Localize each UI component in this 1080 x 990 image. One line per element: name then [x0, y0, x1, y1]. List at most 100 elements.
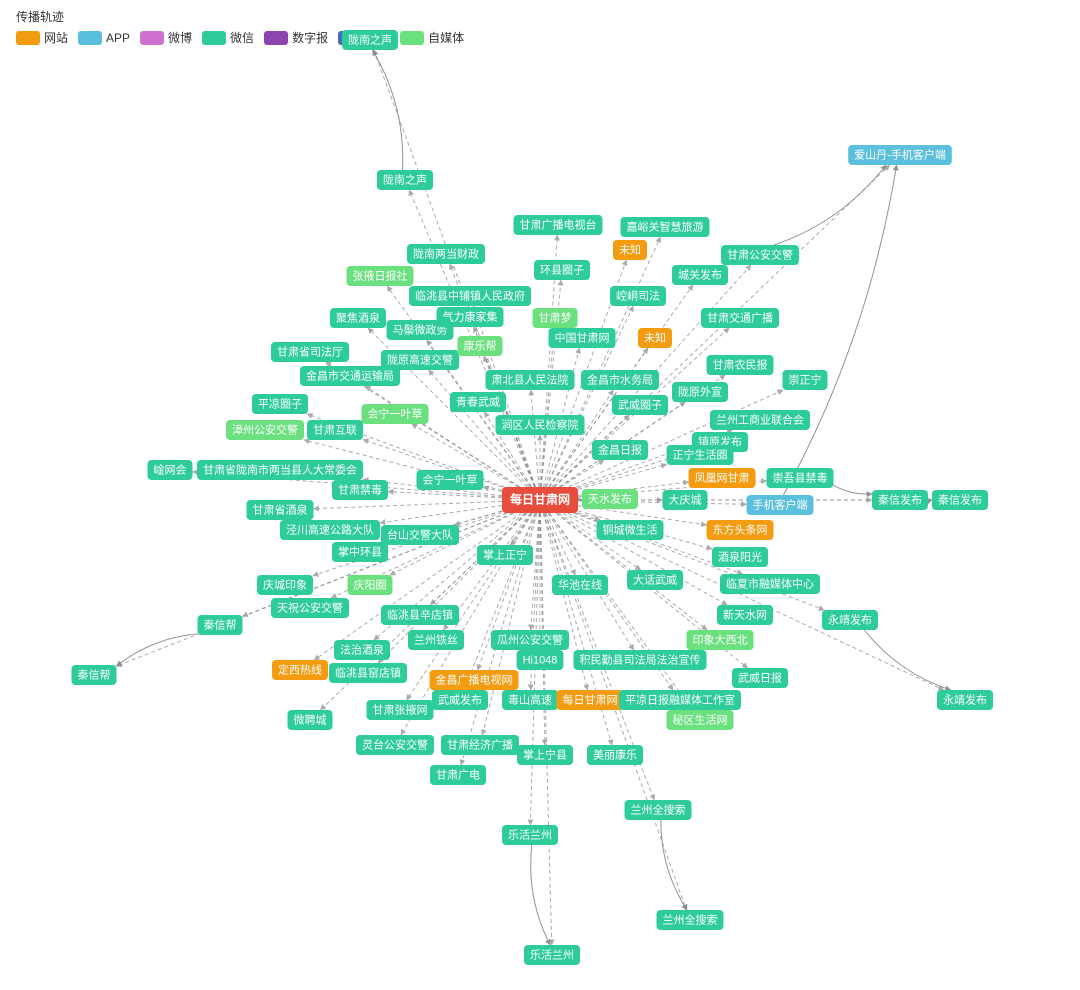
graph-node[interactable]: 金昌日报 — [592, 440, 648, 460]
graph-node[interactable]: 秦信发布 — [872, 490, 928, 510]
graph-node[interactable]: 灵台公安交警 — [356, 735, 434, 755]
graph-node[interactable]: 秦信发布 — [932, 490, 988, 510]
graph-node[interactable]: 会宁一叶草 — [362, 404, 429, 424]
graph-node[interactable]: 临洮县辛店镇 — [381, 605, 459, 625]
graph-node[interactable]: 定西热线 — [272, 660, 328, 680]
graph-node[interactable]: 兰州全搜索 — [625, 800, 692, 820]
graph-node[interactable]: 甘肃经济广播 — [441, 735, 519, 755]
graph-node[interactable]: 未知 — [613, 240, 647, 260]
graph-node[interactable]: 金昌市交通运输局 — [300, 366, 400, 386]
edge — [540, 513, 545, 745]
edge-outer — [864, 630, 950, 690]
graph-node[interactable]: 毒山高速 — [502, 690, 558, 710]
graph-node[interactable]: 印象大西北 — [687, 630, 754, 650]
graph-node[interactable]: 瓜州公安交警 — [491, 630, 569, 650]
graph-node[interactable]: 崇正宁 — [783, 370, 828, 390]
graph-node[interactable]: 涧区人民检察院 — [496, 415, 585, 435]
graph-node[interactable]: 气力康家集 — [437, 307, 504, 327]
graph-node[interactable]: 庆城印象 — [257, 575, 313, 595]
graph-node[interactable]: 台山交警大队 — [381, 525, 459, 545]
center-node[interactable]: 每日甘肃网 — [502, 487, 578, 513]
graph-node[interactable]: 甘肃公安交警 — [721, 245, 799, 265]
graph-node[interactable]: 甘肃交通广播 — [701, 308, 779, 328]
graph-node[interactable]: 甘肃互联 — [307, 420, 363, 440]
graph-node[interactable]: 武威日报 — [732, 668, 788, 688]
graph-node[interactable]: 金昌市水务局 — [581, 370, 659, 390]
graph-node[interactable]: 甘肃省陇南市两当县人大常委会 — [197, 460, 363, 480]
graph-node[interactable]: 兰州铁丝 — [408, 630, 464, 650]
graph-node[interactable]: 甘肃省司法厅 — [271, 342, 349, 362]
graph-node[interactable]: 掌中环县 — [332, 542, 388, 562]
graph-node[interactable]: 甘肃省酒泉 — [247, 500, 314, 520]
graph-node[interactable]: 华池在线 — [552, 575, 608, 595]
graph-node[interactable]: 甘肃广电 — [430, 765, 486, 785]
graph-node[interactable]: 掌上正宁 — [477, 545, 533, 565]
graph-node[interactable]: 张掖日报社 — [347, 266, 414, 286]
graph-node[interactable]: 积民勤县司法局法治宣传 — [574, 650, 707, 670]
graph-node[interactable]: 手机客户端 — [747, 495, 814, 515]
graph-node[interactable]: 甘肃张掖网 — [367, 700, 434, 720]
graph-node[interactable]: 大话武威 — [627, 570, 683, 590]
graph-node[interactable]: 永靖发布 — [822, 610, 878, 630]
graph-node[interactable]: 兰州全搜索 — [657, 910, 724, 930]
graph-node[interactable]: 未知 — [638, 328, 672, 348]
graph-node[interactable]: 乐活兰州 — [524, 945, 580, 965]
graph-node[interactable]: 漳州公安交警 — [226, 420, 304, 440]
graph-node[interactable]: 甘肃禁毒 — [332, 480, 388, 500]
node-layer: 陇南之声陇南之声甘肃广播电视台嘉峪关智慧旅游未知陇南两当财政张掖日报社环县圈子崆… — [72, 30, 993, 965]
graph-node[interactable]: 金昌广播电视网 — [430, 670, 519, 690]
graph-node[interactable]: 崯网会 — [148, 460, 193, 480]
graph-node[interactable]: 秘区生活网 — [667, 710, 734, 730]
graph-node[interactable]: 泾川高速公路大队 — [280, 520, 380, 540]
graph-node[interactable]: 会宁一叶草 — [417, 470, 484, 490]
graph-node[interactable]: 乐活兰州 — [502, 825, 558, 845]
graph-node[interactable]: 大庆城 — [663, 490, 708, 510]
graph-node[interactable]: 聚焦酒泉 — [330, 308, 386, 328]
graph-node[interactable]: 秦信帮 — [72, 665, 117, 685]
graph-node[interactable]: 法治酒泉 — [334, 640, 390, 660]
graph-node[interactable]: 崇吾县禁毒 — [767, 468, 834, 488]
graph-node[interactable]: 天水发布 — [582, 489, 638, 509]
graph-node[interactable]: 环县圈子 — [534, 260, 590, 280]
edge — [549, 513, 692, 710]
graph-node[interactable]: 每日甘肃网 — [557, 690, 624, 710]
graph-node[interactable]: 陇南之声 — [377, 170, 433, 190]
graph-node[interactable]: 秦信帮 — [198, 615, 243, 635]
graph-node[interactable]: 陇原外宣 — [672, 382, 728, 402]
graph-node[interactable]: 康乐帮 — [458, 336, 503, 356]
graph-node[interactable]: 微聘城 — [288, 710, 333, 730]
graph-node[interactable]: 陇南之声 — [342, 30, 398, 50]
graph-node[interactable]: 临洮县窑店镇 — [329, 663, 407, 683]
graph-node[interactable]: 永靖发布 — [937, 690, 993, 710]
graph-node[interactable]: Hi1048 — [517, 650, 564, 670]
graph-node[interactable]: 嘉峪关智慧旅游 — [621, 217, 710, 237]
graph-node[interactable]: 铜城微生活 — [597, 520, 664, 540]
graph-node[interactable]: 甘肃农民报 — [707, 355, 774, 375]
graph-node[interactable]: 天祝公安交警 — [271, 598, 349, 618]
graph-node[interactable]: 酒泉阳光 — [712, 547, 768, 567]
graph-node[interactable]: 临洮县中铺镇人民政府 — [409, 286, 531, 306]
graph-node[interactable]: 甘肃广播电视台 — [514, 215, 603, 235]
graph-node[interactable]: 武威发布 — [432, 690, 488, 710]
graph-node[interactable]: 甘肃梦 — [533, 308, 578, 328]
edge-outer — [833, 485, 872, 494]
graph-node[interactable]: 兰州工商业联合会 — [710, 410, 810, 430]
graph-node[interactable]: 正宁生活圈 — [667, 445, 734, 465]
graph-node[interactable]: 陇南两当财政 — [407, 244, 485, 264]
graph-node[interactable]: 青春武威 — [450, 392, 506, 412]
graph-node[interactable]: 庆阳圈 — [348, 575, 393, 595]
graph-node[interactable]: 中国甘肃网 — [549, 328, 616, 348]
graph-node[interactable]: 爱山丹-手机客户端 — [848, 145, 952, 165]
graph-node[interactable]: 肃北县人民法院 — [486, 370, 575, 390]
graph-node[interactable]: 平凉日报融媒体工作室 — [619, 690, 741, 710]
graph-node[interactable]: 新天水网 — [717, 605, 773, 625]
graph-node[interactable]: 掌上宁县 — [517, 745, 573, 765]
graph-node[interactable]: 城关发布 — [672, 265, 728, 285]
graph-node[interactable]: 凤凰网甘肃 — [689, 468, 756, 488]
graph-node[interactable]: 平凉圈子 — [252, 394, 308, 414]
graph-node[interactable]: 美丽康乐 — [587, 745, 643, 765]
graph-node[interactable]: 东方头条网 — [707, 520, 774, 540]
graph-node[interactable]: 崆峒司法 — [610, 286, 666, 306]
graph-node[interactable]: 武威圈子 — [612, 395, 668, 415]
graph-node[interactable]: 临夏市融媒体中心 — [720, 574, 820, 594]
